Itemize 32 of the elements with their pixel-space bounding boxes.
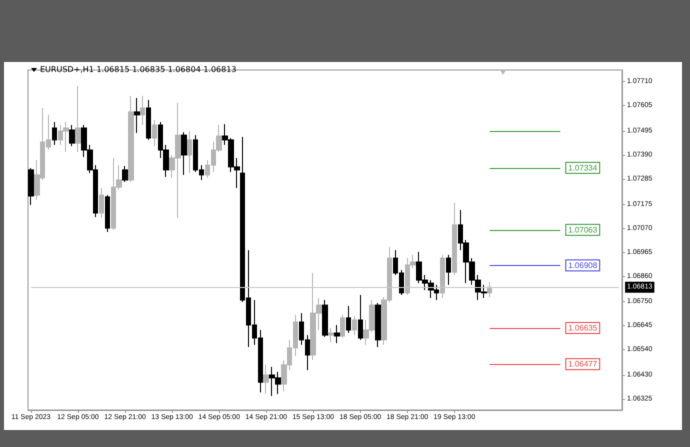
candlestick (334, 324, 340, 344)
candlestick (346, 305, 351, 334)
candlestick (28, 168, 34, 206)
candlestick (99, 187, 104, 219)
candlestick (105, 194, 110, 232)
candlestick (322, 300, 328, 338)
candlestick (134, 97, 140, 134)
candlestick (181, 132, 187, 176)
candlestick (187, 130, 192, 174)
candlestick (122, 165, 128, 183)
candlestick (375, 302, 381, 348)
candlestick (140, 95, 145, 126)
ref-line-label: 1.07334 (568, 163, 598, 172)
candlestick (340, 314, 345, 339)
candlestick (328, 327, 334, 342)
candlestick (52, 122, 57, 146)
ref-line-label: 1.06908 (568, 260, 598, 270)
candlestick (69, 124, 75, 147)
ref-line-label: 1.06477 (568, 360, 598, 369)
candlestick (152, 119, 157, 147)
candlestick (452, 202, 457, 276)
candlestick (146, 100, 151, 140)
candlestick (352, 316, 357, 336)
chart-title: EURUSD+,H1 1.06815 1.06835 1.06804 1.06813 (40, 65, 236, 74)
ref-line-label: 1.06635 (568, 323, 598, 332)
candlestick (446, 254, 451, 286)
candlestick (128, 95, 134, 183)
candlestick (75, 86, 81, 153)
candlestick (440, 254, 445, 298)
candlestick (358, 294, 363, 340)
ref-line-label: 1.07063 (568, 225, 598, 234)
candlestick (263, 364, 269, 394)
